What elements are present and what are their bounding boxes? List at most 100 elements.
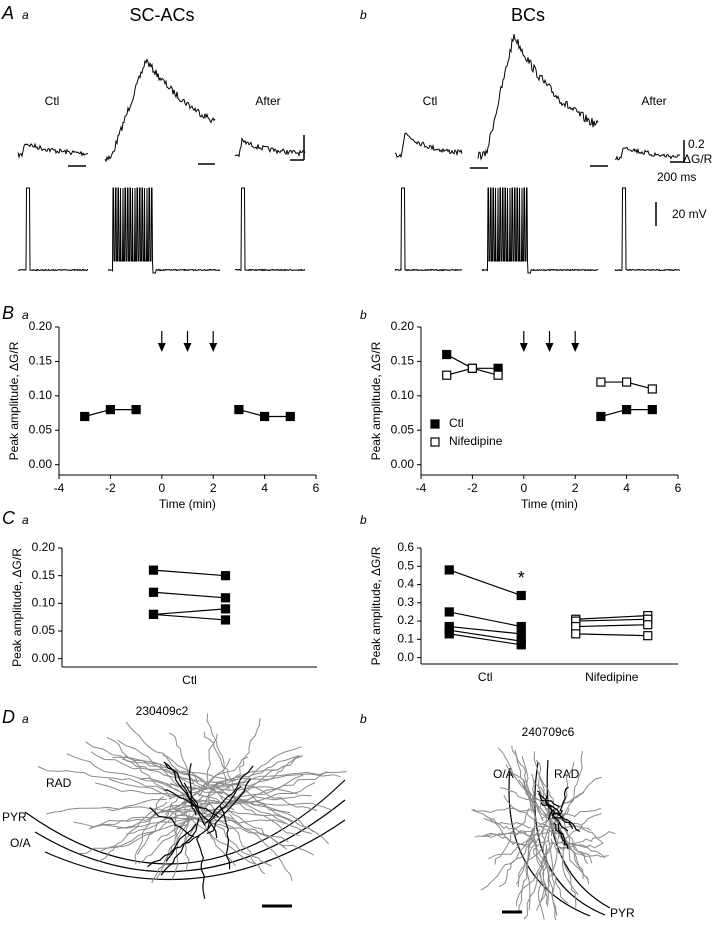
y-axis-label: Peak amplitude, ΔG/R xyxy=(7,341,21,460)
cell-id: 230409c2 xyxy=(136,704,189,718)
dendrite xyxy=(134,796,165,865)
dendrite xyxy=(183,782,218,839)
x-tick-label: Ctl xyxy=(182,673,197,687)
voltage-trace xyxy=(17,187,89,272)
dendrite xyxy=(488,827,535,860)
y-tick-label: 0.1 xyxy=(397,632,414,646)
scale-label: 20 mV xyxy=(672,207,707,221)
dendrite xyxy=(231,717,261,782)
dendrite xyxy=(149,806,195,838)
x-tick-label: 2 xyxy=(572,481,579,495)
dendrite xyxy=(211,784,312,835)
dendrite xyxy=(238,784,329,845)
dendrite xyxy=(559,750,583,820)
y-tick-label: 0.5 xyxy=(397,558,414,572)
pair-line xyxy=(575,633,648,637)
dendrite xyxy=(483,817,536,840)
pair-line xyxy=(153,591,226,599)
dendrite xyxy=(66,753,186,795)
pair-line xyxy=(449,625,522,635)
legend-marker xyxy=(430,437,440,447)
dendrite xyxy=(166,816,286,824)
dendrite xyxy=(37,766,165,791)
x-axis-label: Time (min) xyxy=(521,497,578,511)
dendrite xyxy=(494,807,530,865)
dendrite xyxy=(206,786,242,831)
dendrite xyxy=(547,816,555,898)
trace-label: After xyxy=(255,94,280,108)
fluorescence-trace xyxy=(394,132,463,159)
dendrite xyxy=(203,731,236,795)
dendrite xyxy=(196,835,206,899)
y-tick-label: 0.3 xyxy=(397,595,414,609)
layer-label: O/A xyxy=(10,836,31,850)
trace-label: Ctl xyxy=(423,94,438,108)
data-point xyxy=(444,607,454,617)
y-tick-label: 0.00 xyxy=(32,651,56,665)
trace-label: After xyxy=(641,94,666,108)
y-tick-label: 0.20 xyxy=(32,540,56,554)
dendrite xyxy=(164,758,231,816)
dendrite xyxy=(219,805,231,870)
x-tick-label: 0 xyxy=(520,481,527,495)
cell-id: 240709c6 xyxy=(522,725,575,739)
dendrite xyxy=(201,816,266,875)
x-tick-label: 4 xyxy=(623,481,630,495)
panel-sub: a xyxy=(22,513,29,527)
scale-label: 0.2 xyxy=(688,137,705,151)
dendrite xyxy=(551,812,569,832)
dendrite xyxy=(511,745,537,820)
arrow-head xyxy=(571,343,580,352)
data-point xyxy=(80,411,90,422)
data-point xyxy=(596,411,606,422)
dendrite xyxy=(531,827,548,905)
dendrite xyxy=(183,756,249,804)
panel-sub: b xyxy=(360,8,367,22)
x-tick-label: 2 xyxy=(210,481,217,495)
pair-line xyxy=(449,611,522,628)
data-point xyxy=(444,629,454,639)
x-tick-label: -4 xyxy=(416,481,427,495)
dendrite xyxy=(85,741,195,785)
dendrite xyxy=(498,828,541,888)
x-tick-label: Ctl xyxy=(478,670,493,684)
arrow-head xyxy=(545,343,554,352)
legend-label: Nifedipine xyxy=(449,434,503,448)
dendrite xyxy=(557,822,569,850)
arrow-head xyxy=(157,343,166,352)
arrow xyxy=(571,331,580,352)
pair-line xyxy=(575,624,648,628)
layer-label: RAD xyxy=(46,776,72,790)
y-tick-label: 0.20 xyxy=(29,319,53,333)
panel-letter: B xyxy=(2,303,14,323)
dendrite xyxy=(516,850,548,907)
dendrite xyxy=(219,794,300,837)
voltage-trace xyxy=(481,187,599,274)
x-tick-label: 6 xyxy=(313,481,320,495)
y-tick-label: 0.10 xyxy=(29,388,53,402)
fluorescence-trace xyxy=(234,136,306,158)
panel-title: BCs xyxy=(511,5,545,25)
dendrite xyxy=(545,792,554,820)
layer-label: PYR xyxy=(610,906,635,920)
dendrite xyxy=(163,761,206,826)
layer-label: PYR xyxy=(2,810,27,824)
dendrite xyxy=(213,815,272,867)
fluorescence-trace xyxy=(104,58,216,163)
y-tick-label: 0.10 xyxy=(32,596,56,610)
arrow xyxy=(545,331,554,352)
dendrite xyxy=(171,810,179,880)
y-tick-label: 0.00 xyxy=(29,457,53,471)
voltage-trace xyxy=(614,187,681,272)
dendrite xyxy=(198,733,218,797)
panel-letter: C xyxy=(2,508,16,528)
dendrite xyxy=(136,794,180,856)
panel-sub: b xyxy=(360,712,367,726)
arrow-head xyxy=(183,343,192,352)
dendrite xyxy=(551,812,580,833)
dendrite xyxy=(199,799,334,811)
panel-sub: a xyxy=(22,712,29,726)
dendrite xyxy=(213,746,302,789)
x-tick-label: -2 xyxy=(105,481,116,495)
